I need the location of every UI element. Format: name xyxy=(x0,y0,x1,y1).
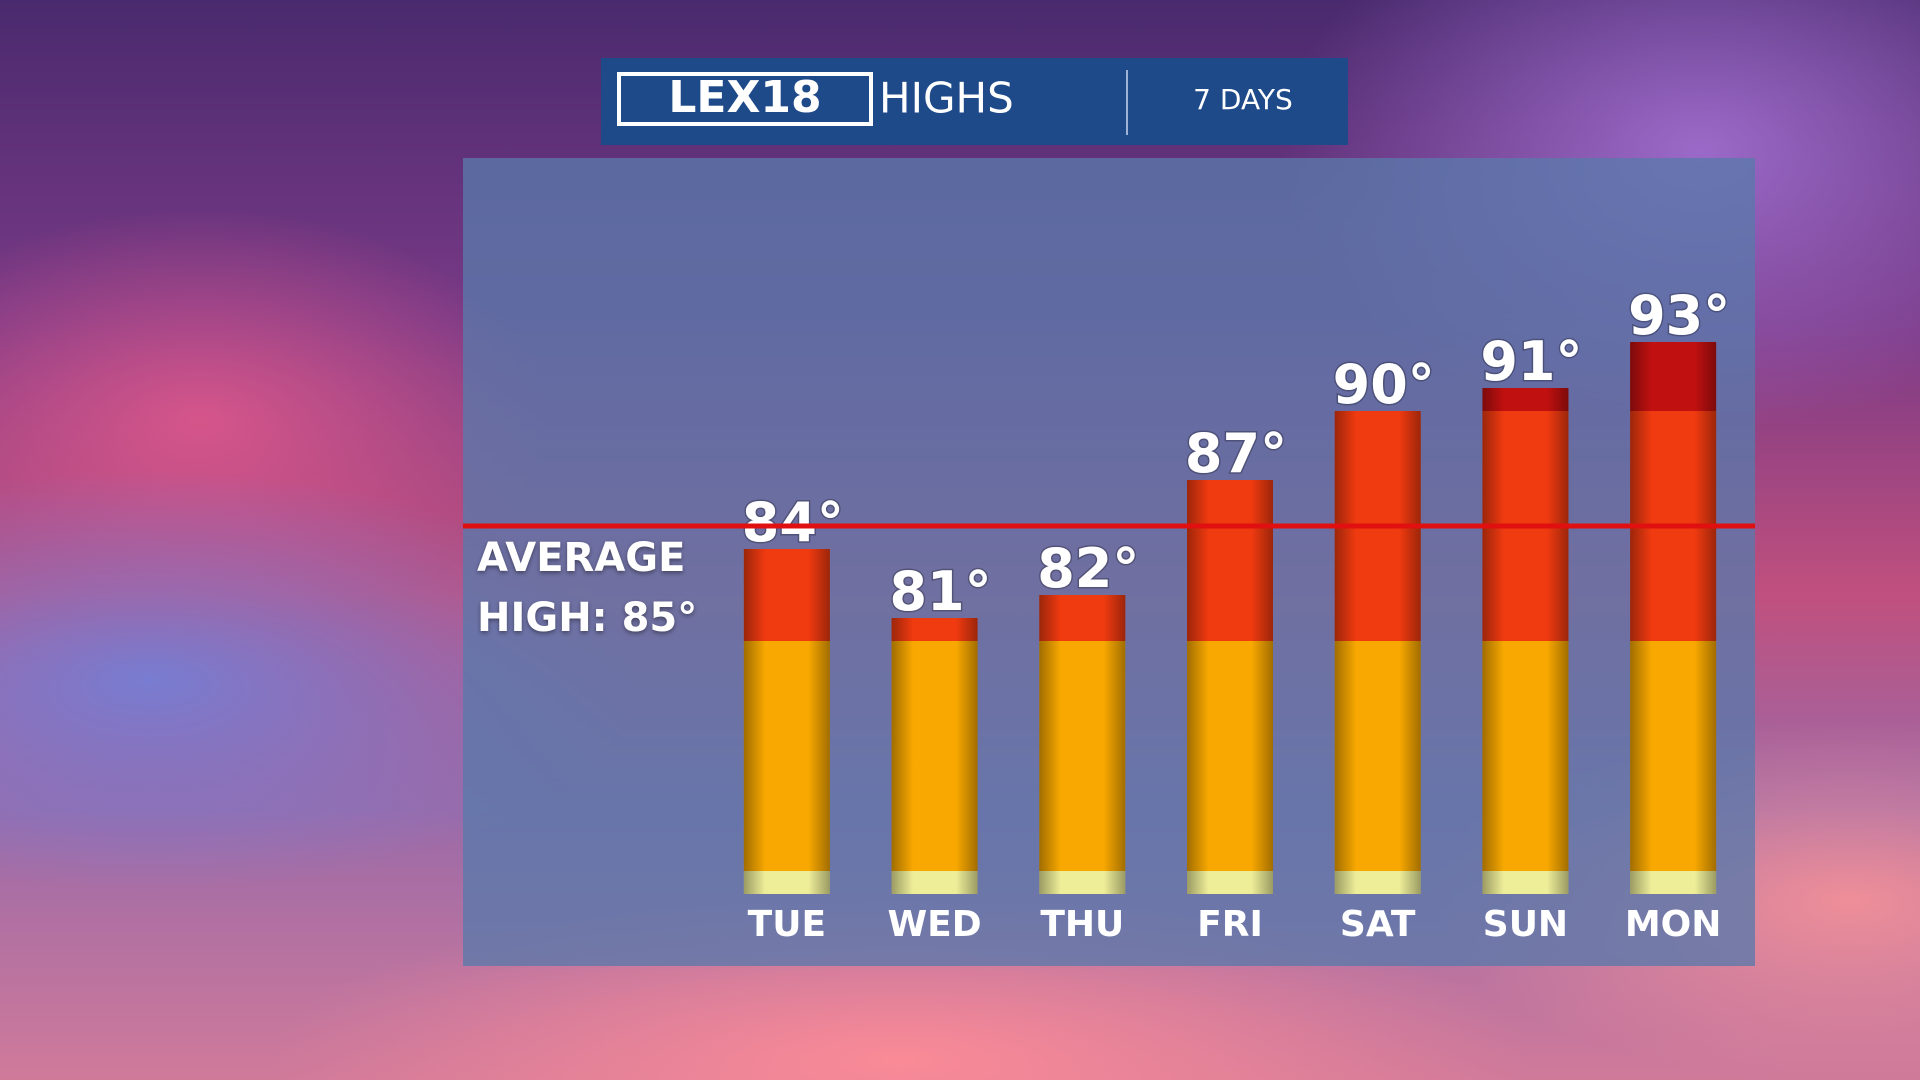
plot: 84° TUE 81° WED 82° THU 87° FRI 90° SAT 91° SUN 93° M… xyxy=(463,283,1755,945)
logo-box xyxy=(617,72,873,126)
bar-shade xyxy=(891,618,978,894)
bar-shade xyxy=(743,549,830,894)
x-tick-label: SAT xyxy=(1340,904,1416,945)
value-label: 82° xyxy=(1037,537,1139,600)
chart-subtitle: 7 DAYS xyxy=(1193,83,1293,116)
value-label: 90° xyxy=(1333,353,1435,416)
bar-shade xyxy=(1334,411,1421,894)
value-label: 84° xyxy=(742,491,844,554)
x-tick-label: WED xyxy=(887,904,981,945)
value-label: 93° xyxy=(1628,284,1730,347)
value-label: 81° xyxy=(889,560,991,623)
chart-title: HIGHS xyxy=(879,74,1014,123)
x-tick-label: TUE xyxy=(748,904,826,945)
x-tick-label: SUN xyxy=(1483,904,1568,945)
x-tick-label: MON xyxy=(1625,904,1722,945)
bar-shade xyxy=(1039,595,1126,894)
bar-shade xyxy=(1187,480,1273,894)
logo: LEX18 xyxy=(668,72,821,123)
bar-shade xyxy=(1482,388,1569,894)
x-tick-label: THU xyxy=(1040,904,1124,945)
x-tick-label: FRI xyxy=(1197,904,1263,945)
reference-label: AVERAGE HIGH: 85° xyxy=(477,535,698,641)
value-label: 87° xyxy=(1185,422,1287,485)
bar-shade xyxy=(1630,342,1717,894)
value-label: 91° xyxy=(1480,330,1582,393)
